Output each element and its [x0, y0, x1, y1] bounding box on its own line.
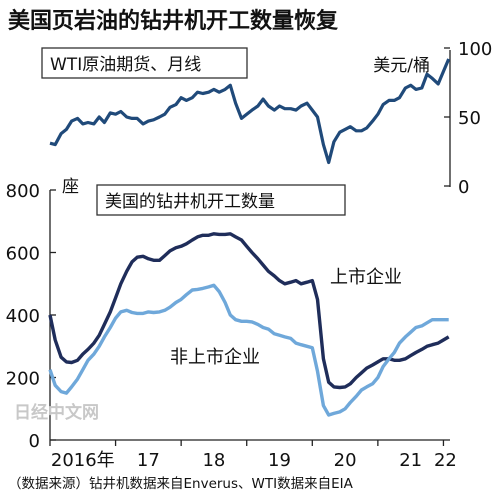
unlisted-companies-line: [48, 283, 449, 417]
source-note: （数据来源）钻井机数据来自Enverus、WTI数据来自EIA: [8, 476, 354, 492]
rig-x-tick-label: 18: [202, 450, 225, 471]
rig-x-tick-label: 17: [137, 450, 160, 471]
rig-y-tick-label: 200: [6, 369, 40, 390]
wti-price-line: [49, 58, 451, 165]
wti-subtitle-box: [41, 47, 248, 79]
listed-companies-line: [48, 232, 450, 390]
rig-x-tick-label: 22: [434, 450, 457, 471]
rig-x-tick-label: 21: [399, 450, 422, 471]
rig-unit-label: 座: [62, 177, 79, 197]
rig-x-tick-label: 19: [268, 450, 291, 471]
rig-panel: 美国的钻井机开工数量 座 0 200 400 600 800 2016年 17 18 19 20…: [6, 177, 457, 471]
chart-title: 美国页岩油的钻井机开工数量恢复: [8, 8, 339, 34]
wti-subtitle: WTI原油期货、月线: [50, 55, 201, 75]
rig-y-tick-label: 600: [6, 244, 40, 265]
rig-x-tick-label: 2016年: [51, 450, 115, 471]
rig-title-box: [96, 184, 346, 216]
rig-y-tick-label: 800: [6, 181, 40, 202]
wti-unit-label: 美元/桶: [373, 56, 430, 76]
wti-y-tick-label: 0: [458, 177, 469, 198]
wti-panel: WTI原油期货、月线 美元/桶 0 50 100: [41, 39, 492, 198]
wti-y-tick-label: 100: [458, 39, 492, 60]
rig-y-tick-label: 400: [6, 306, 40, 327]
wti-y-tick-label: 50: [458, 108, 481, 129]
rig-title: 美国的钻井机开工数量: [105, 192, 275, 212]
listed-companies-label: 上市企业: [330, 267, 402, 288]
watermark: 日经中文网: [14, 402, 99, 423]
rig-y-tick-label: 0: [29, 431, 40, 452]
unlisted-companies-label: 非上市企业: [170, 347, 260, 368]
rig-x-tick-label: 20: [334, 450, 357, 471]
